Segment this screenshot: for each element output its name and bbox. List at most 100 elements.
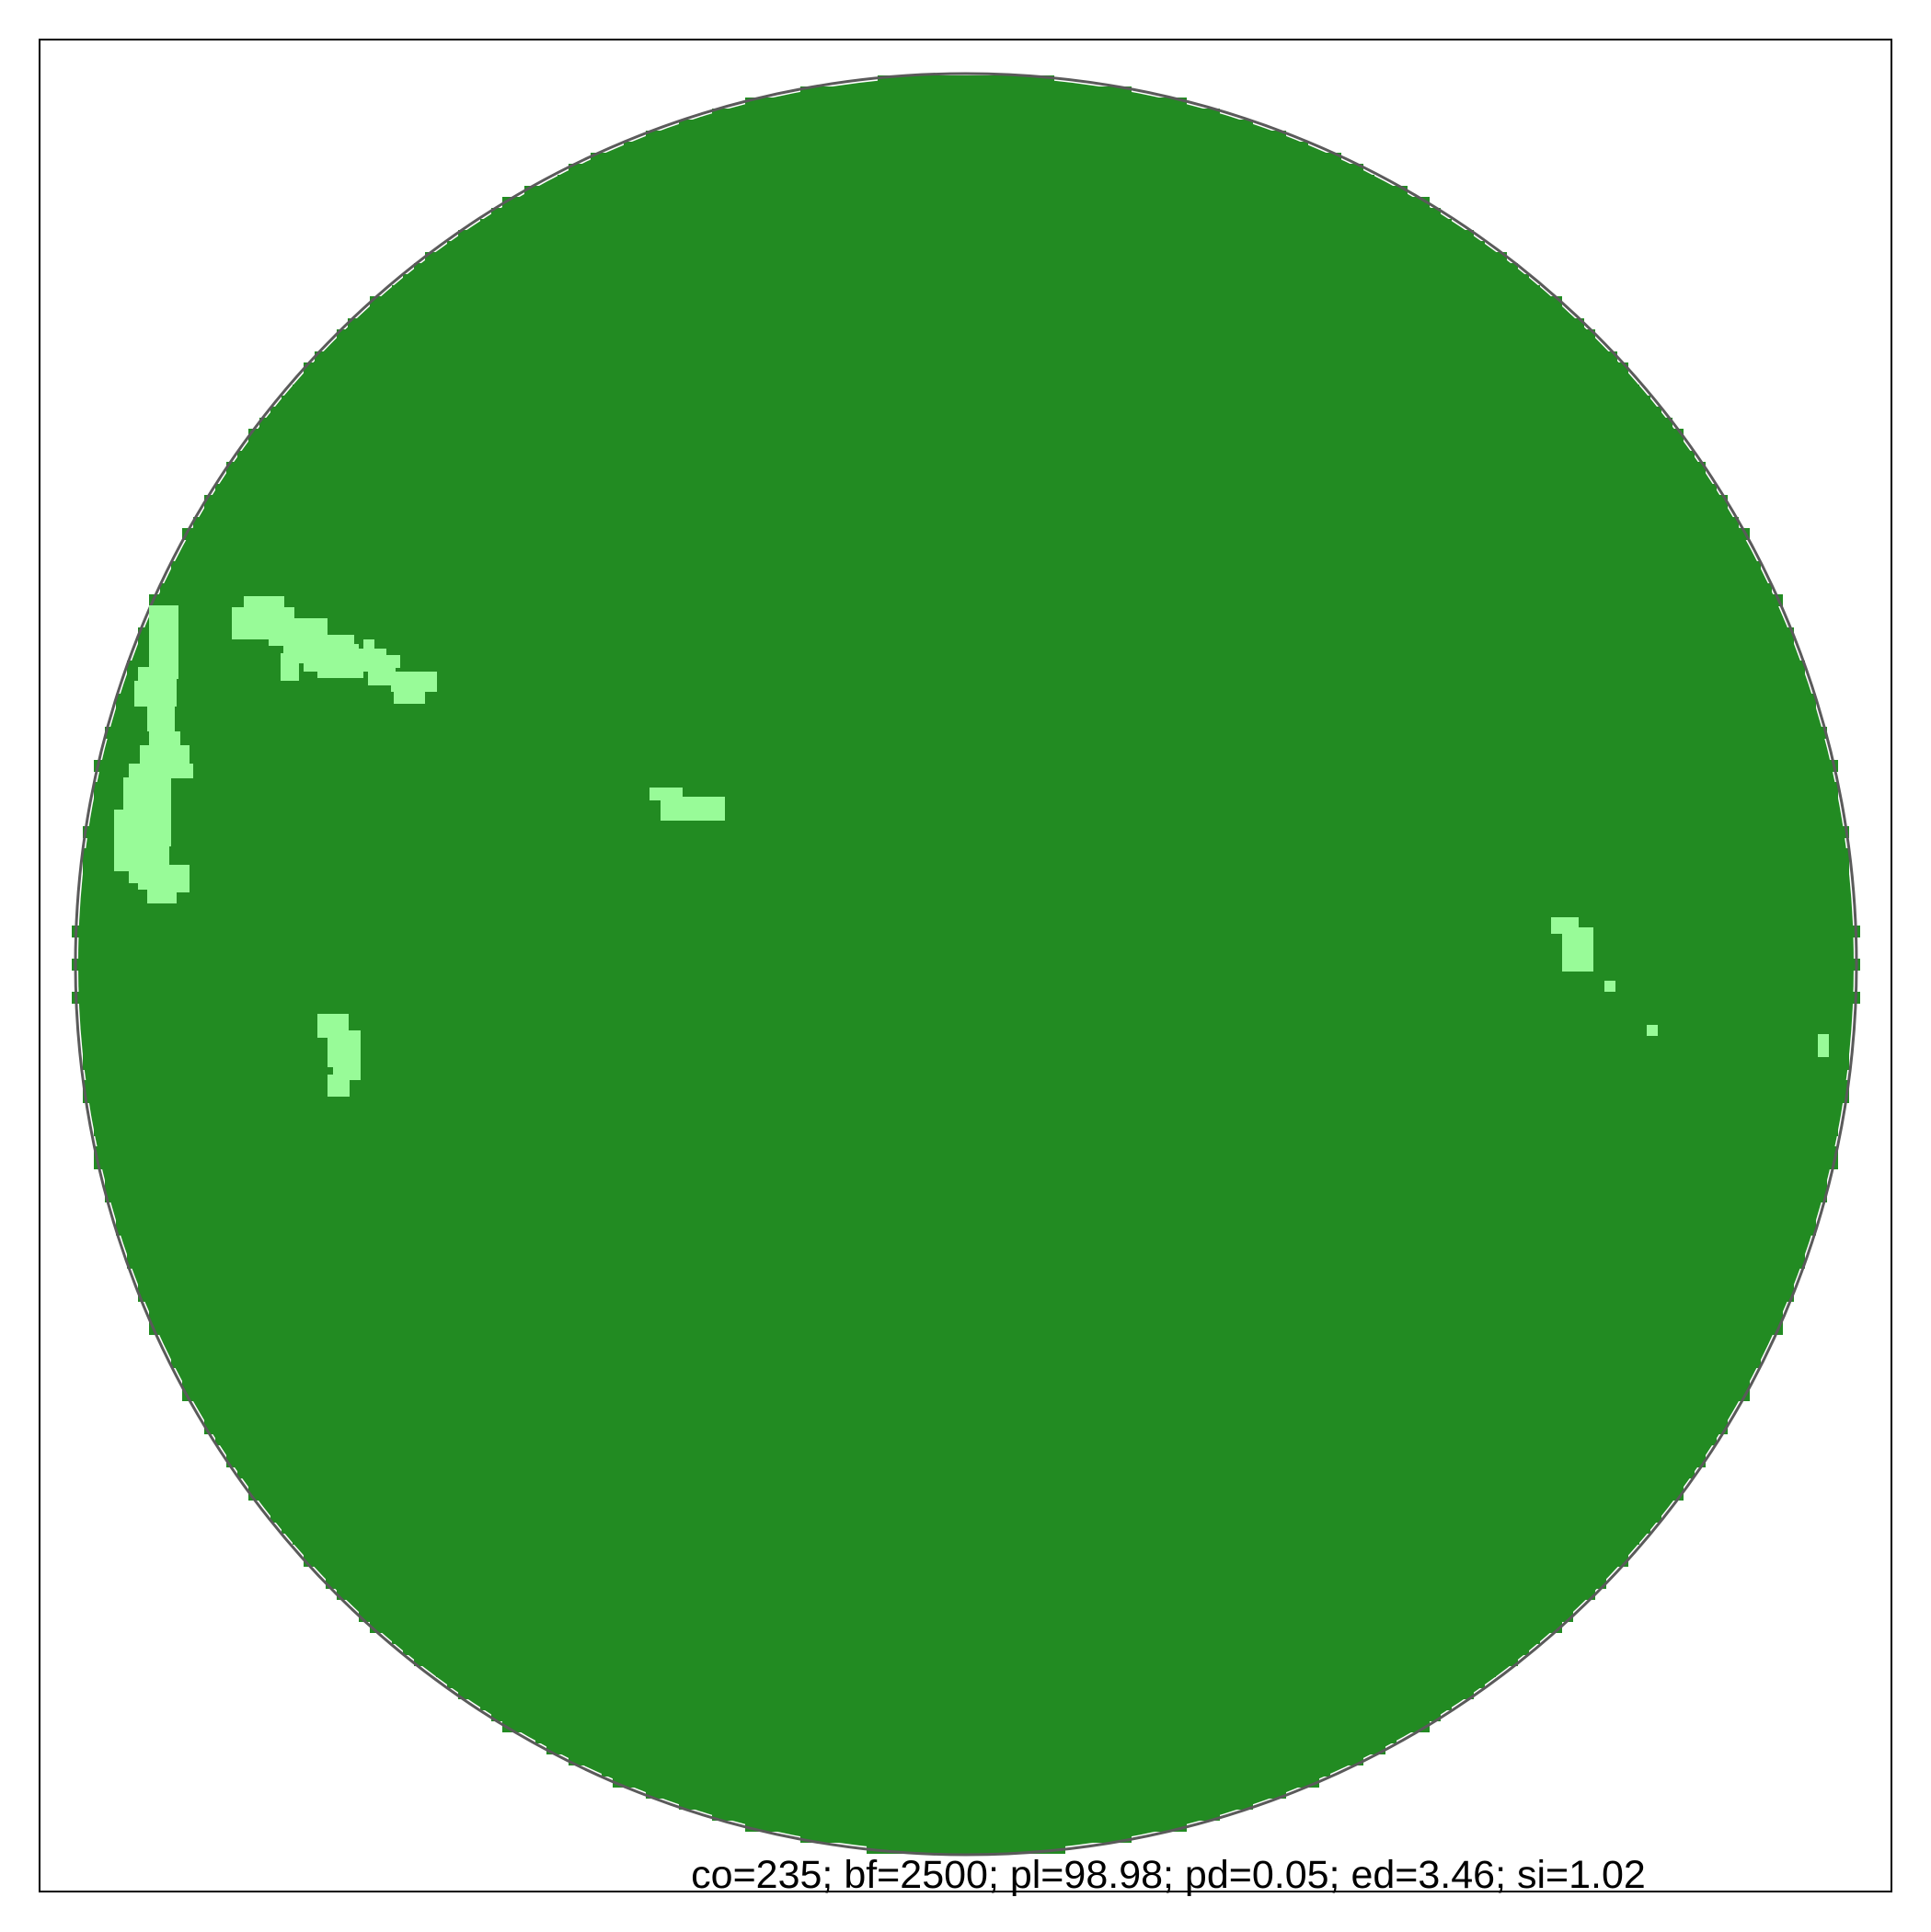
disc-edge-step bbox=[127, 1246, 1805, 1258]
disc-edge-step bbox=[83, 1003, 1849, 1015]
disc-edge-step bbox=[491, 208, 1441, 220]
disc-edge-step bbox=[116, 1224, 1816, 1236]
disc-edge-step bbox=[138, 638, 1794, 650]
disc-edge-step bbox=[127, 683, 1805, 695]
disc-edge-step bbox=[546, 1742, 1385, 1754]
disc-edge-step bbox=[171, 572, 1761, 584]
disc-edge-step bbox=[94, 837, 1838, 849]
patch-upper-left bbox=[232, 596, 437, 704]
disc-edge-step bbox=[458, 1687, 1474, 1699]
disc-edge-step bbox=[348, 318, 1584, 330]
disc-edge-step bbox=[83, 903, 1849, 915]
disc-edge-step bbox=[502, 197, 1430, 209]
disc-edge-step bbox=[94, 804, 1838, 816]
disc-edge-step bbox=[83, 870, 1849, 882]
disc-edge-step bbox=[83, 1058, 1849, 1070]
disc-edge-step bbox=[326, 1577, 1606, 1589]
disc-edge-step bbox=[127, 672, 1805, 684]
disc-edge-steps bbox=[72, 75, 1860, 1854]
disc-edge-step bbox=[182, 1389, 1750, 1401]
disc-edge-step bbox=[800, 1831, 1132, 1843]
disc-edge-step bbox=[370, 296, 1562, 308]
disc-edge-step bbox=[535, 1731, 1397, 1743]
disc-edge-step bbox=[94, 793, 1838, 805]
disc-edge-step bbox=[94, 1146, 1838, 1158]
disc-edge-step bbox=[315, 351, 1617, 363]
disc-region bbox=[72, 75, 1860, 1854]
patch-lower-left bbox=[317, 1014, 361, 1097]
disc-edge-step bbox=[248, 1489, 1684, 1501]
disc-edge-step bbox=[149, 616, 1783, 628]
disc-edge-step bbox=[624, 142, 1308, 154]
disc-edge-step bbox=[304, 1555, 1628, 1567]
disc-edge-step bbox=[359, 1599, 1573, 1611]
disc-edge-step bbox=[480, 219, 1452, 231]
disc-edge-step bbox=[248, 429, 1684, 441]
disc-edge-step bbox=[83, 1091, 1849, 1103]
disc-edge-step bbox=[83, 826, 1849, 838]
disc-edge-step bbox=[94, 1124, 1838, 1136]
disc-edge-step bbox=[83, 881, 1849, 893]
disc-edge-step bbox=[193, 539, 1739, 551]
disc-edge-step bbox=[712, 109, 1220, 121]
disc-edge-step bbox=[72, 926, 1860, 937]
disc-edge-step bbox=[83, 970, 1849, 982]
disc-edge-step bbox=[105, 727, 1827, 739]
disc-edge-step bbox=[116, 1213, 1816, 1225]
disc-edge-step bbox=[436, 1665, 1496, 1677]
disc-edge-step bbox=[591, 153, 1341, 165]
disc-edge-step bbox=[83, 1025, 1849, 1037]
disc-edge-step bbox=[613, 1776, 1319, 1788]
disc-edge-step bbox=[359, 1610, 1573, 1622]
disc-edge-step bbox=[149, 594, 1783, 606]
disc-edge-step bbox=[370, 1621, 1562, 1633]
plot-frame bbox=[39, 39, 1892, 1892]
disc-edge-step bbox=[215, 1433, 1717, 1445]
disc-edge-step bbox=[569, 1754, 1363, 1765]
disc-edge-step bbox=[557, 175, 1374, 187]
disc-edge-step bbox=[83, 981, 1849, 993]
disc-edge-step bbox=[94, 782, 1838, 794]
patch-left-arc bbox=[114, 605, 193, 903]
disc-edge-step bbox=[83, 1014, 1849, 1026]
disc-edge-step bbox=[204, 1422, 1728, 1434]
disc-edge-step bbox=[337, 1588, 1595, 1600]
disc-edge-step bbox=[105, 1168, 1827, 1180]
disc-edge-step bbox=[138, 1290, 1794, 1302]
disc-edge-step bbox=[270, 1500, 1661, 1512]
disc-edge-step bbox=[94, 1157, 1838, 1169]
disc-edge-step bbox=[182, 528, 1750, 540]
disc-edge-step bbox=[204, 506, 1728, 518]
disc-edge-step bbox=[745, 98, 1187, 109]
disc-edge-step bbox=[502, 1720, 1430, 1732]
disc-edge-step bbox=[94, 815, 1838, 827]
disc-edge-step bbox=[878, 75, 1054, 87]
disc-edge-step bbox=[447, 241, 1485, 253]
disc-edge-step bbox=[712, 1809, 1220, 1821]
disc-edge-step bbox=[83, 848, 1849, 860]
disc-edge-step bbox=[326, 1566, 1606, 1578]
disc-edge-step bbox=[171, 561, 1761, 573]
disc-edge-step bbox=[127, 661, 1805, 673]
disc-edge-step bbox=[392, 285, 1540, 297]
disc-edge-step bbox=[226, 462, 1706, 474]
disc-edge-step bbox=[83, 892, 1849, 904]
disc-edge-step bbox=[149, 1323, 1783, 1335]
disc-edge-step bbox=[182, 1378, 1750, 1390]
disc-edge-step bbox=[83, 937, 1849, 949]
disc-edge-step bbox=[304, 1544, 1628, 1556]
disc-edge-step bbox=[94, 1113, 1838, 1125]
disc-edge-step bbox=[83, 1080, 1849, 1092]
disc-edge-step bbox=[304, 362, 1628, 374]
disc-edge-step bbox=[138, 650, 1794, 661]
disc-edge-step bbox=[127, 1235, 1805, 1247]
disc-edge-step bbox=[105, 1135, 1827, 1147]
disc-edge-step bbox=[105, 1190, 1827, 1202]
disc-edge-step bbox=[403, 1643, 1529, 1655]
disc-edge-step bbox=[116, 1202, 1816, 1213]
disc-edge-step bbox=[94, 1102, 1838, 1114]
circle-outline bbox=[74, 72, 1858, 1857]
disc-edge-step bbox=[602, 1765, 1330, 1777]
disc-edge-step bbox=[116, 705, 1816, 717]
